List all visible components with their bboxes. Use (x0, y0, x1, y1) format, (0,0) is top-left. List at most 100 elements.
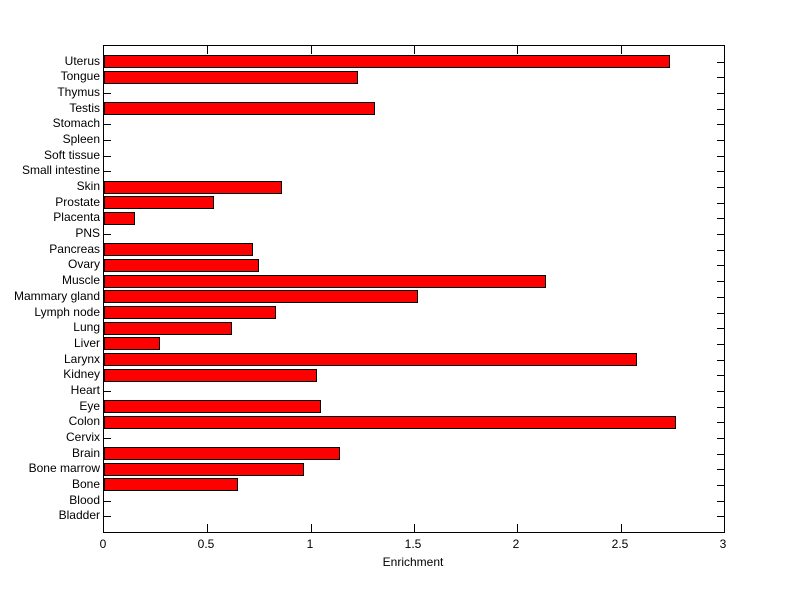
category-label: Heart (70, 383, 100, 397)
y-tick-left (104, 501, 111, 502)
category-label: Ovary (67, 257, 100, 271)
category-label: Bone (71, 477, 100, 491)
category-label: Stomach (52, 116, 100, 130)
category-label: Spleen (62, 132, 100, 146)
bar (104, 322, 232, 335)
x-tick-bottom (207, 524, 208, 532)
y-tick-right (717, 250, 724, 251)
y-tick-left (104, 438, 111, 439)
category-label: Soft tissue (43, 148, 100, 162)
y-tick-right (717, 297, 724, 298)
y-tick-right (717, 140, 724, 141)
bar (104, 102, 375, 115)
bar (104, 306, 276, 319)
bar (104, 212, 135, 225)
y-tick-right (717, 62, 724, 63)
category-label: PNS (75, 226, 100, 240)
category-label: Liver (73, 336, 100, 350)
x-tick-bottom (414, 524, 415, 532)
y-tick-right (717, 77, 724, 78)
x-tick-label: 0 (99, 537, 107, 551)
bar (104, 400, 321, 413)
x-tick-label: 2.5 (611, 537, 629, 551)
x-tick-label: 3 (719, 537, 727, 551)
y-tick-right (717, 438, 724, 439)
bar (104, 478, 238, 491)
y-tick-right (717, 109, 724, 110)
bar (104, 463, 304, 476)
x-axis-label: Enrichment (382, 555, 444, 569)
y-tick-left (104, 391, 111, 392)
bar (104, 243, 253, 256)
x-tick-label: 1 (306, 537, 314, 551)
bar (104, 275, 546, 288)
category-label: Cervix (65, 430, 100, 444)
y-tick-right (717, 218, 724, 219)
y-tick-right (717, 171, 724, 172)
y-tick-right (717, 454, 724, 455)
category-label: Pancreas (49, 242, 100, 256)
y-tick-right (717, 187, 724, 188)
category-label: Bladder (58, 508, 100, 522)
y-tick-right (717, 156, 724, 157)
category-label: Tongue (60, 69, 100, 83)
x-tick-top (621, 46, 622, 54)
category-label: Colon (68, 414, 100, 428)
category-label: Placenta (53, 210, 100, 224)
y-tick-right (717, 501, 724, 502)
category-label: Small intestine (21, 163, 100, 177)
category-label: Blood (69, 493, 100, 507)
category-label: Muscle (61, 273, 100, 287)
y-tick-right (717, 265, 724, 266)
y-tick-right (717, 93, 724, 94)
x-tick-top (414, 46, 415, 54)
y-tick-right (717, 328, 724, 329)
y-tick-left (104, 124, 111, 125)
y-tick-left (104, 234, 111, 235)
category-label: Eye (79, 399, 100, 413)
y-tick-right (717, 281, 724, 282)
category-label: Mammary gland (13, 289, 100, 303)
y-tick-right (717, 313, 724, 314)
y-tick-left (104, 93, 111, 94)
y-tick-right (717, 360, 724, 361)
category-label: Thymus (57, 85, 100, 99)
category-label: Uterus (64, 54, 100, 68)
category-label: Kidney (63, 367, 100, 381)
bar (104, 353, 637, 366)
y-tick-right (717, 344, 724, 345)
bar (104, 55, 670, 68)
x-tick-top (311, 46, 312, 54)
y-tick-left (104, 156, 111, 157)
y-tick-right (717, 407, 724, 408)
category-label: Prostate (55, 195, 100, 209)
category-label: Skin (76, 179, 100, 193)
y-tick-right (717, 203, 724, 204)
category-label: Brain (71, 446, 100, 460)
bar (104, 416, 676, 429)
x-tick-label: 2 (512, 537, 520, 551)
category-label: Bone marrow (28, 461, 100, 475)
bar (104, 196, 214, 209)
x-tick-top (207, 46, 208, 54)
y-tick-right (717, 422, 724, 423)
x-tick-bottom (621, 524, 622, 532)
y-tick-right (717, 516, 724, 517)
category-label: Lymph node (34, 305, 100, 319)
category-label: Larynx (63, 352, 100, 366)
y-tick-right (717, 124, 724, 125)
y-tick-left (104, 171, 111, 172)
category-label: Testis (69, 101, 100, 115)
y-tick-right (717, 391, 724, 392)
category-label: Lung (73, 320, 100, 334)
y-tick-left (104, 516, 111, 517)
x-tick-label: 0.5 (197, 537, 215, 551)
x-tick-bottom (517, 524, 518, 532)
bar (104, 447, 340, 460)
x-tick-top (517, 46, 518, 54)
x-tick-label: 1.5 (404, 537, 422, 551)
bar (104, 259, 259, 272)
y-tick-left (104, 140, 111, 141)
bar (104, 181, 282, 194)
